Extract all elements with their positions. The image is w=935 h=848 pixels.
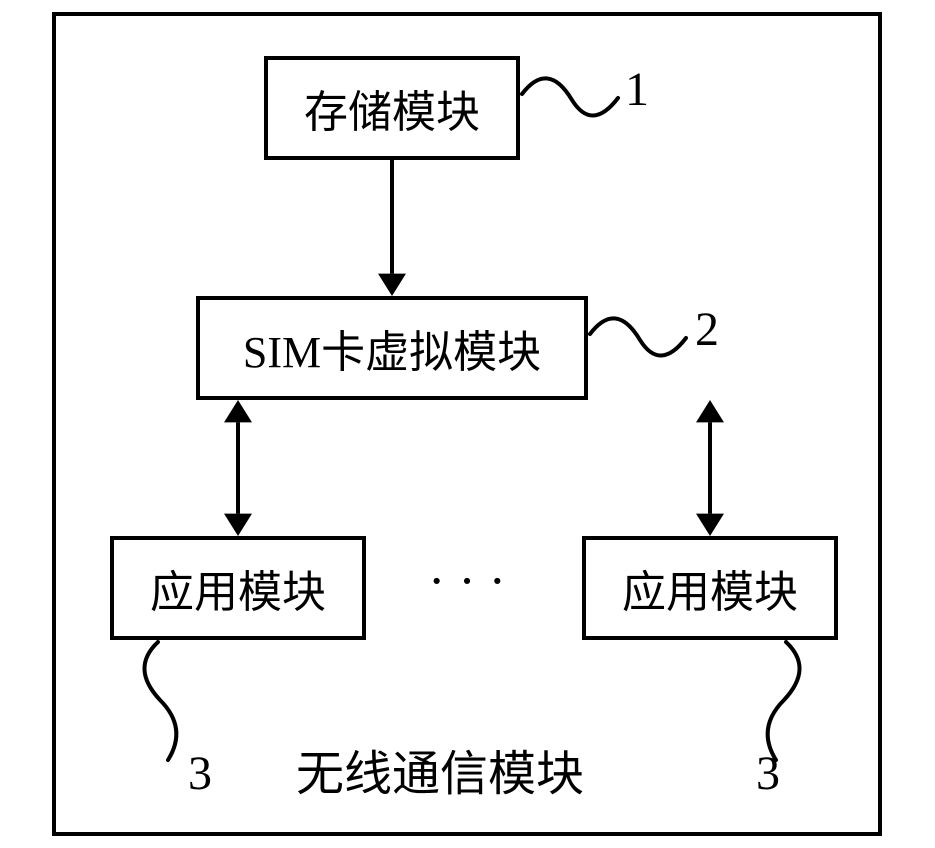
annotation-1: 1 — [625, 62, 649, 117]
app-module-right-label: 应用模块 — [622, 556, 798, 620]
app-module-left-label: 应用模块 — [150, 556, 326, 620]
sim-virtual-module-box: SIM卡虚拟模块 — [196, 296, 588, 400]
storage-module-label: 存储模块 — [304, 76, 480, 140]
app-module-left-box: 应用模块 — [110, 536, 366, 640]
diagram-canvas: 存储模块 SIM卡虚拟模块 应用模块 应用模块 1 2 3 3 · · · 无线… — [0, 0, 935, 848]
app-module-right-box: 应用模块 — [582, 536, 838, 640]
bottom-caption: 无线通信模块 — [296, 734, 584, 804]
ellipsis-label: · · · — [428, 552, 506, 611]
sim-virtual-module-label: SIM卡虚拟模块 — [243, 316, 541, 380]
annotation-3-right: 3 — [756, 746, 780, 801]
annotation-3-left: 3 — [188, 746, 212, 801]
annotation-2: 2 — [695, 302, 719, 357]
storage-module-box: 存储模块 — [264, 56, 520, 160]
